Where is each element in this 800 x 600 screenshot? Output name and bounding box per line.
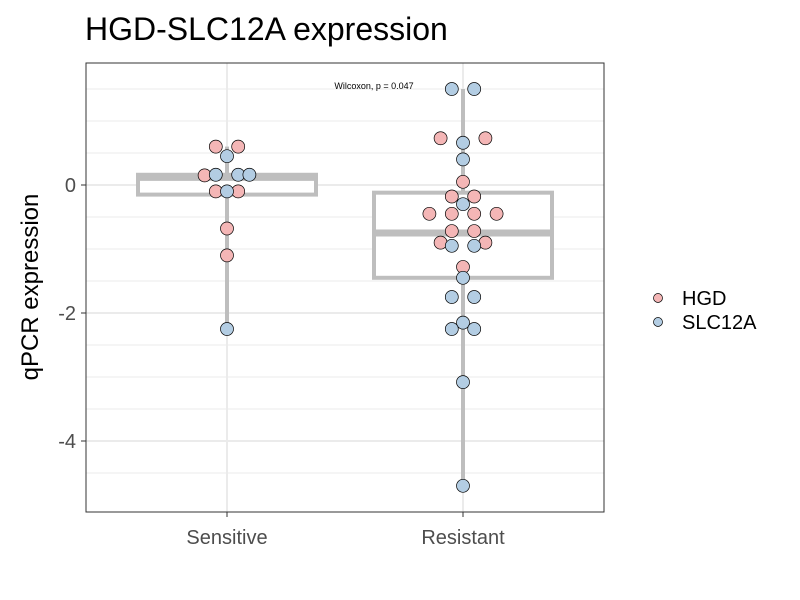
x-tick-label-resistant: Resistant bbox=[421, 527, 505, 549]
y-tick-label: -2 bbox=[58, 303, 76, 325]
legend-label-hgd: HGD bbox=[682, 288, 726, 310]
point-hgd bbox=[467, 189, 482, 204]
point-slc12a bbox=[456, 197, 470, 212]
point-hgd bbox=[467, 224, 482, 238]
point-slc12a bbox=[444, 322, 459, 336]
point-slc12a bbox=[456, 270, 470, 285]
point-slc12a bbox=[208, 167, 223, 182]
point-slc12a bbox=[467, 290, 482, 304]
chart-title: HGD-SLC12A expression bbox=[85, 11, 448, 47]
y-tick-label: 0 bbox=[65, 175, 76, 197]
panel-border bbox=[85, 62, 605, 513]
point-hgd bbox=[208, 139, 223, 154]
point-slc12a bbox=[220, 149, 234, 164]
x-axis: Sensitive Resistant bbox=[186, 512, 505, 549]
x-tick-label-sensitive: Sensitive bbox=[186, 527, 267, 549]
panel-background bbox=[86, 63, 604, 512]
point-hgd bbox=[433, 131, 448, 146]
point-slc12a bbox=[456, 375, 470, 389]
point-slc12a bbox=[467, 238, 482, 253]
point-slc12a bbox=[467, 322, 482, 336]
point-slc12a bbox=[467, 82, 482, 96]
legend-item-slc12a: SLC12A bbox=[653, 312, 757, 334]
point-hgd bbox=[456, 174, 470, 189]
point-slc12a bbox=[444, 290, 459, 304]
point-slc12a bbox=[456, 135, 470, 150]
point-hgd bbox=[444, 206, 459, 221]
point-hgd bbox=[444, 224, 459, 238]
point-slc12a bbox=[456, 152, 470, 167]
point-hgd bbox=[478, 131, 493, 146]
legend-key-hgd bbox=[653, 293, 663, 303]
point-hgd bbox=[231, 139, 246, 154]
y-axis-title: qPCR expression bbox=[17, 194, 44, 381]
point-slc12a bbox=[242, 167, 257, 182]
y-axis: 0 -2 -4 bbox=[58, 175, 86, 453]
point-slc12a bbox=[456, 315, 470, 330]
point-hgd bbox=[489, 206, 504, 221]
point-slc12a bbox=[444, 238, 459, 253]
plot-panel bbox=[85, 62, 605, 513]
data-points bbox=[197, 82, 504, 493]
point-hgd bbox=[467, 206, 482, 221]
point-slc12a bbox=[220, 322, 234, 336]
point-hgd bbox=[220, 221, 234, 236]
y-tick-label: -4 bbox=[58, 431, 76, 453]
point-slc12a bbox=[220, 184, 234, 199]
point-slc12a bbox=[444, 82, 459, 96]
point-hgd bbox=[444, 189, 459, 204]
point-hgd bbox=[422, 206, 437, 221]
point-hgd bbox=[220, 248, 234, 263]
point-slc12a bbox=[456, 478, 470, 493]
legend-label-slc12a: SLC12A bbox=[682, 312, 757, 334]
legend-item-hgd: HGD bbox=[653, 288, 726, 310]
wilcoxon-annotation: Wilcoxon, p = 0.047 bbox=[334, 81, 413, 91]
legend-key-slc12a bbox=[653, 317, 663, 327]
